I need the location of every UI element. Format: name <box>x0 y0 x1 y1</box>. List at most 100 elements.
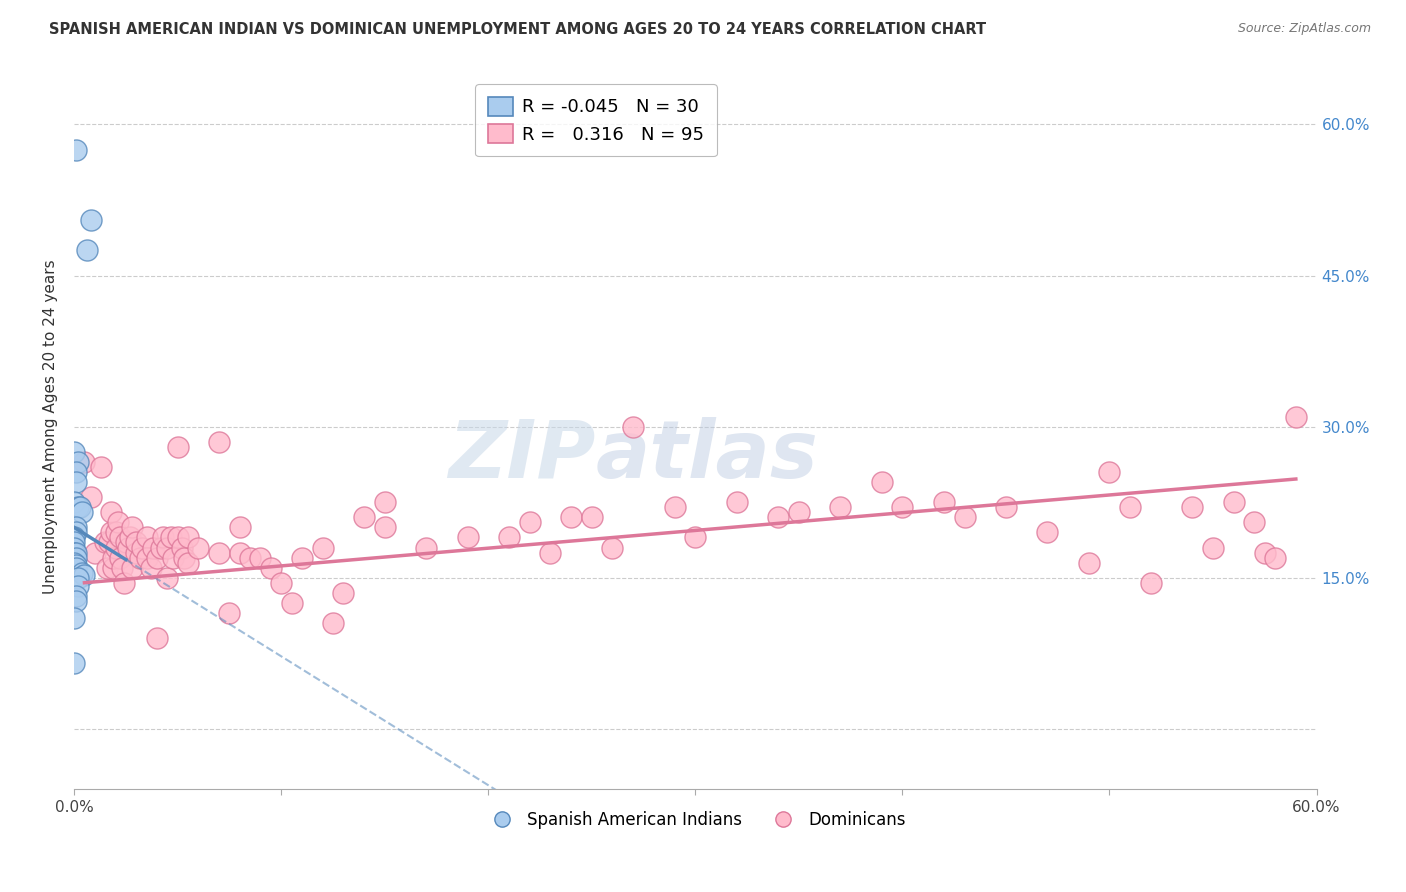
Point <box>457 530 479 544</box>
Point <box>1181 500 1204 515</box>
Point <box>162 550 184 565</box>
Point <box>63 535 86 549</box>
Point <box>1140 575 1163 590</box>
Point <box>63 445 86 459</box>
Point <box>538 545 561 559</box>
Point <box>208 434 231 449</box>
Point <box>65 525 87 540</box>
Point <box>103 550 125 565</box>
Point <box>63 657 86 671</box>
Point <box>322 615 344 630</box>
Point <box>170 541 193 555</box>
Point <box>63 530 86 544</box>
Point <box>519 516 541 530</box>
Point <box>73 567 96 582</box>
Point <box>65 594 87 608</box>
Point <box>353 510 375 524</box>
Point <box>187 541 209 555</box>
Point <box>79 213 101 227</box>
Point <box>139 560 162 574</box>
Point <box>725 495 748 509</box>
Point <box>63 495 86 509</box>
Point <box>76 244 98 258</box>
Point <box>229 545 252 559</box>
Point <box>121 560 143 574</box>
Point <box>63 541 86 555</box>
Point <box>830 500 852 515</box>
Point <box>1243 516 1265 530</box>
Point <box>166 530 188 544</box>
Point <box>121 520 143 534</box>
Point <box>150 541 173 555</box>
Point <box>932 495 955 509</box>
Point <box>270 575 292 590</box>
Point <box>100 505 122 519</box>
Point <box>125 535 148 549</box>
Point <box>65 558 87 572</box>
Point <box>280 596 302 610</box>
Point <box>664 500 686 515</box>
Text: Source: ZipAtlas.com: Source: ZipAtlas.com <box>1237 22 1371 36</box>
Point <box>766 510 789 524</box>
Point <box>65 143 87 157</box>
Point <box>65 589 87 603</box>
Point <box>117 541 139 555</box>
Point <box>65 545 87 559</box>
Point <box>94 535 117 549</box>
Point <box>67 500 90 515</box>
Point <box>104 541 127 555</box>
Point <box>67 571 90 585</box>
Point <box>100 525 122 540</box>
Point <box>135 530 157 544</box>
Point <box>112 575 135 590</box>
Point <box>63 611 86 625</box>
Point <box>156 571 179 585</box>
Point <box>103 560 125 574</box>
Point <box>118 530 141 544</box>
Point <box>98 535 121 549</box>
Point <box>166 440 188 454</box>
Point <box>239 550 262 565</box>
Point <box>581 510 603 524</box>
Point <box>69 500 91 515</box>
Point <box>685 530 707 544</box>
Point <box>65 475 87 489</box>
Point <box>332 586 354 600</box>
Point <box>108 550 131 565</box>
Point <box>1098 465 1121 479</box>
Point <box>73 455 96 469</box>
Point <box>135 550 157 565</box>
Point <box>65 520 87 534</box>
Point <box>160 530 183 544</box>
Point <box>891 500 914 515</box>
Point <box>602 541 624 555</box>
Point <box>870 475 893 489</box>
Point <box>415 541 437 555</box>
Point <box>311 541 333 555</box>
Point <box>177 556 200 570</box>
Point <box>1285 409 1308 424</box>
Point <box>498 530 520 544</box>
Point <box>994 500 1017 515</box>
Point <box>1254 545 1277 559</box>
Point <box>129 550 152 565</box>
Point <box>152 530 174 544</box>
Point <box>125 545 148 559</box>
Point <box>107 516 129 530</box>
Point <box>65 465 87 479</box>
Text: atlas: atlas <box>596 417 818 495</box>
Point <box>115 535 138 549</box>
Point <box>156 541 179 555</box>
Point <box>1202 541 1225 555</box>
Point <box>560 510 582 524</box>
Text: ZIP: ZIP <box>449 417 596 495</box>
Point <box>65 550 87 565</box>
Point <box>1077 556 1099 570</box>
Point <box>96 560 118 574</box>
Point <box>1264 550 1286 565</box>
Point <box>67 579 90 593</box>
Point <box>72 505 94 519</box>
Point <box>65 560 87 574</box>
Point <box>67 455 90 469</box>
Point <box>142 541 165 555</box>
